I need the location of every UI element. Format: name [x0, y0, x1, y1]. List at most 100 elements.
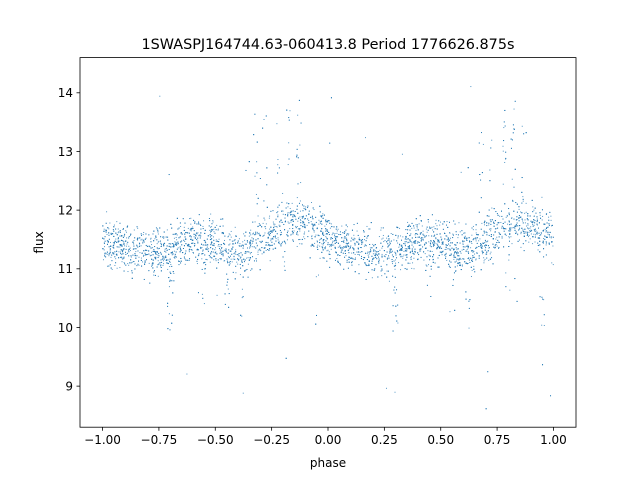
data-point: [275, 218, 277, 220]
data-point: [139, 237, 141, 239]
data-point: [327, 249, 329, 251]
data-point: [473, 250, 475, 252]
data-point: [348, 248, 350, 250]
data-point: [247, 257, 249, 259]
data-point: [298, 217, 300, 219]
data-point: [195, 256, 197, 258]
data-point: [116, 241, 118, 243]
data-point: [104, 254, 106, 256]
data-point: [169, 280, 171, 282]
data-point: [469, 241, 471, 243]
data-point: [117, 232, 119, 234]
data-point: [155, 251, 157, 253]
data-point: [167, 268, 169, 270]
data-point: [128, 237, 130, 239]
data-point: [417, 252, 419, 254]
data-point: [551, 262, 553, 264]
data-point: [213, 239, 215, 241]
data-point: [242, 247, 244, 249]
data-point: [183, 256, 185, 258]
data-point: [148, 234, 150, 236]
data-point: [276, 226, 278, 228]
data-point: [320, 237, 322, 239]
data-point: [329, 222, 331, 224]
data-point: [391, 259, 393, 261]
data-point: [290, 214, 292, 216]
data-point: [514, 225, 516, 227]
data-point: [219, 252, 221, 254]
data-point: [405, 247, 407, 249]
data-point: [113, 230, 115, 232]
data-point: [107, 241, 109, 243]
data-point: [279, 229, 281, 231]
data-point: [388, 257, 390, 259]
data-point: [171, 280, 173, 282]
data-point: [278, 224, 280, 226]
data-point: [426, 226, 428, 228]
data-point: [430, 246, 432, 248]
data-point: [494, 247, 496, 249]
data-point: [494, 231, 496, 233]
data-point: [303, 236, 305, 238]
data-point: [363, 230, 365, 232]
data-point: [198, 235, 200, 237]
data-point: [124, 233, 126, 235]
data-point: [299, 200, 301, 202]
data-point: [434, 262, 436, 264]
data-point: [446, 259, 448, 261]
data-point: [106, 240, 108, 242]
data-point: [409, 262, 411, 264]
data-point: [254, 221, 256, 223]
data-point: [393, 265, 395, 267]
data-point: [281, 221, 283, 223]
data-point: [442, 228, 444, 230]
data-point: [540, 234, 542, 236]
data-point: [434, 234, 436, 236]
data-point: [498, 236, 500, 238]
data-point: [509, 224, 511, 226]
data-point: [227, 288, 229, 290]
data-point: [400, 249, 402, 251]
data-point: [542, 215, 544, 217]
data-point: [251, 237, 253, 239]
data-point: [394, 251, 396, 253]
data-point: [200, 243, 202, 245]
data-point: [378, 254, 380, 256]
data-point: [529, 215, 531, 217]
data-point: [154, 238, 156, 240]
data-point: [294, 215, 296, 217]
data-point: [374, 252, 376, 254]
data-point: [119, 230, 121, 232]
data-point: [499, 233, 501, 235]
data-point: [418, 241, 420, 243]
data-point: [240, 314, 242, 316]
data-point: [245, 252, 247, 254]
data-point: [200, 224, 202, 226]
data-point: [510, 223, 512, 225]
data-point: [459, 257, 461, 259]
data-point: [336, 230, 338, 232]
data-point: [464, 235, 466, 237]
data-point: [210, 252, 212, 254]
data-point: [117, 237, 119, 239]
data-point: [531, 221, 533, 223]
data-point: [285, 207, 287, 209]
data-point: [375, 264, 377, 266]
data-point: [340, 251, 342, 253]
data-point: [508, 240, 510, 242]
data-point: [445, 244, 447, 246]
data-point: [449, 248, 451, 250]
data-point: [395, 234, 397, 236]
data-point: [190, 238, 192, 240]
data-point: [494, 244, 496, 246]
data-point: [323, 214, 325, 216]
data-point: [182, 218, 184, 220]
data-point: [329, 258, 331, 260]
data-point: [268, 231, 270, 233]
data-point: [159, 240, 161, 242]
data-point: [104, 246, 106, 248]
data-point: [445, 253, 447, 255]
data-point: [114, 240, 116, 242]
data-point: [297, 114, 299, 116]
data-point: [349, 246, 351, 248]
